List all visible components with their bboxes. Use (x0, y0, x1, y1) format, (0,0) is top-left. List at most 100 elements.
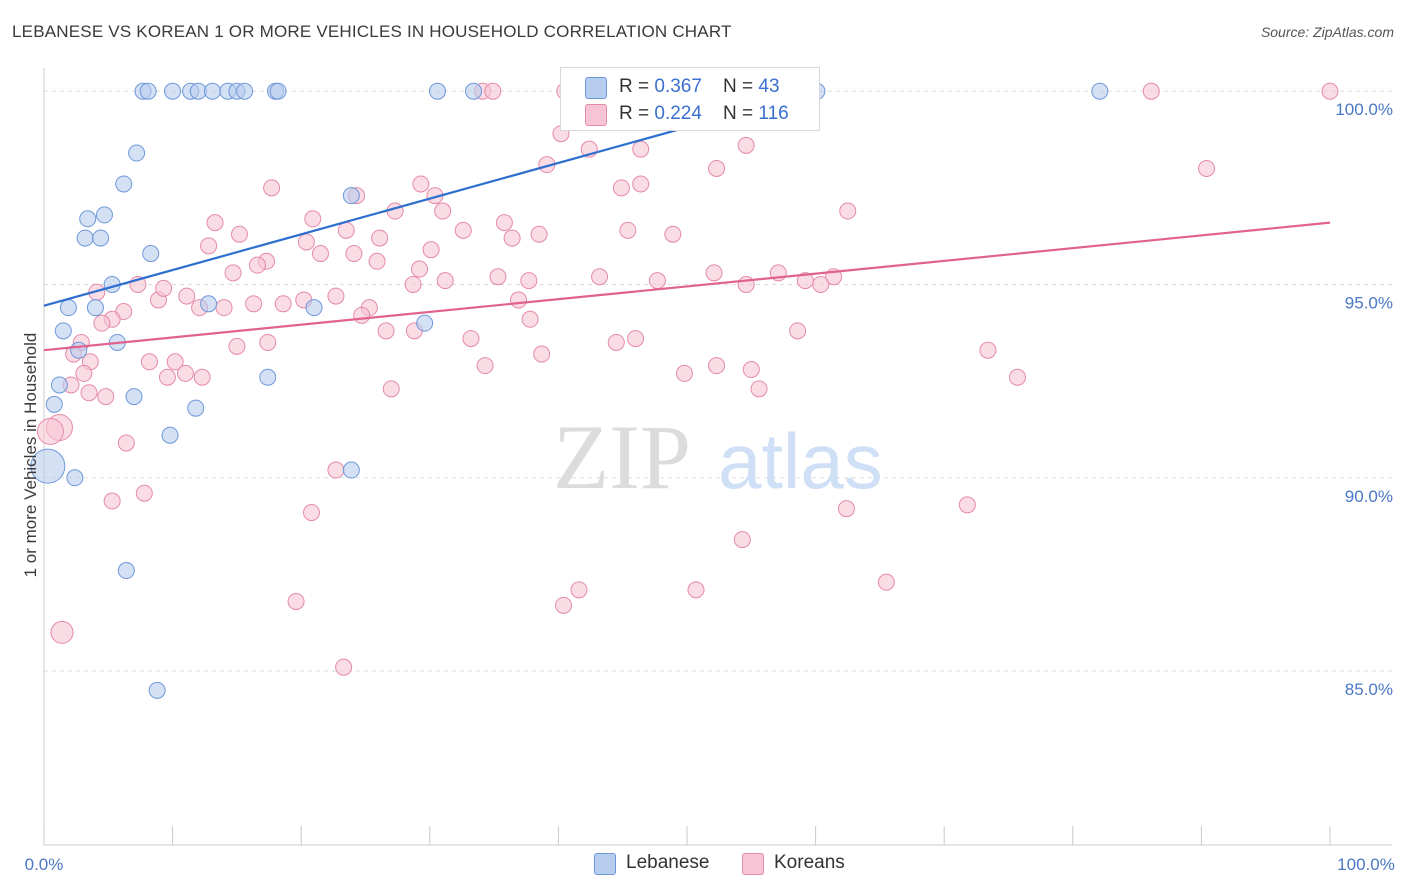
lebanese-point (200, 295, 218, 313)
korean-point (619, 221, 637, 239)
chart-title: LEBANESE VS KOREAN 1 OR MORE VEHICLES IN… (12, 22, 732, 41)
lebanese-point (54, 322, 72, 340)
korean-point (839, 202, 857, 220)
korean-point (737, 136, 755, 154)
watermark: ZIP atlas (553, 406, 883, 508)
korean-point (750, 380, 768, 398)
korean-point (228, 337, 246, 355)
korean-point (155, 279, 173, 297)
korean-point (206, 214, 224, 232)
korean-point (411, 260, 429, 278)
korean-point (36, 417, 64, 445)
koreans-swatch (585, 104, 607, 126)
korean-point (632, 175, 650, 193)
korean-point (224, 264, 242, 282)
korean-point (327, 461, 345, 479)
korean-point (675, 364, 693, 382)
chart-source: Source: ZipAtlas.com (1260, 24, 1394, 40)
korean-point (434, 202, 452, 220)
korean-point (422, 241, 440, 259)
y-tick-label: 85.0% (1345, 680, 1393, 699)
korean-point (612, 179, 630, 197)
korean-point (337, 221, 355, 239)
korean-point (274, 295, 292, 313)
korean-point (382, 380, 400, 398)
lebanese-point (416, 314, 434, 332)
korean-point (687, 581, 705, 599)
koreans-points (36, 82, 1339, 676)
y-tick-label: 100.0% (1335, 100, 1393, 119)
y-tick-label: 95.0% (1345, 293, 1393, 312)
korean-point (353, 306, 371, 324)
lebanese-point (30, 448, 66, 484)
lebanese-point (142, 245, 160, 263)
lebanese-point (203, 82, 221, 100)
lebanese-point (429, 82, 447, 100)
korean-point (97, 388, 115, 406)
korean-point (80, 384, 98, 402)
lebanese-point (66, 469, 84, 487)
korean-point (335, 658, 353, 676)
korean-point (215, 299, 233, 317)
korean-point (789, 322, 807, 340)
korean-point (166, 353, 184, 371)
korean-point (377, 322, 395, 340)
lebanese-point (139, 82, 157, 100)
lebanese-point (161, 426, 179, 444)
korean-point (327, 287, 345, 305)
korean-point (436, 272, 454, 290)
korean-point (230, 225, 248, 243)
lebanese-point (76, 229, 94, 247)
korean-point (368, 252, 386, 270)
lebanese-point (187, 399, 205, 417)
legend-text-koreans: R = 0.224 N = 116 (619, 103, 789, 124)
x-tick-label: 100.0% (1337, 855, 1395, 874)
bottom-lebanese-swatch (594, 853, 616, 875)
lebanese-point (125, 388, 143, 406)
korean-point (521, 310, 539, 328)
korean-point (648, 272, 666, 290)
korean-point (742, 361, 760, 379)
korean-point (555, 596, 573, 614)
korean-point (200, 237, 218, 255)
korean-point (708, 160, 726, 178)
lebanese-point (79, 210, 97, 228)
korean-point (530, 225, 548, 243)
korean-point (627, 330, 645, 348)
korean-point (454, 221, 472, 239)
korean-point (1142, 82, 1160, 100)
lebanese-point (86, 299, 104, 317)
korean-point (371, 229, 389, 247)
korean-point (135, 484, 153, 502)
lebanese-point (269, 82, 287, 100)
watermark-atlas: atlas (718, 417, 883, 505)
korean-point (93, 314, 111, 332)
lebanese-point (148, 681, 166, 699)
korean-point (302, 504, 320, 522)
korean-point (158, 368, 176, 386)
korean-point (708, 357, 726, 375)
korean-point (287, 592, 305, 610)
korean-point (117, 434, 135, 452)
korean-point (1009, 368, 1027, 386)
korean-point (50, 620, 74, 644)
lebanese-swatch (585, 77, 607, 99)
korean-point (75, 364, 93, 382)
korean-point (484, 82, 502, 100)
lebanese-point (59, 299, 77, 317)
korean-point (837, 500, 855, 518)
korean-point (1321, 82, 1339, 100)
korean-point (245, 295, 263, 313)
korean-point (705, 264, 723, 282)
watermark-zip: ZIP (553, 406, 691, 508)
korean-point (570, 581, 588, 599)
lebanese-point (45, 395, 63, 413)
bottom-lebanese-label: Lebanese (626, 852, 710, 873)
lebanese-point (342, 461, 360, 479)
lebanese-point (236, 82, 254, 100)
y-axis-label: 1 or more Vehicles in Household (21, 333, 40, 578)
korean-point (345, 245, 363, 263)
korean-point (476, 357, 494, 375)
korean-point (103, 492, 121, 510)
korean-point (404, 275, 422, 293)
